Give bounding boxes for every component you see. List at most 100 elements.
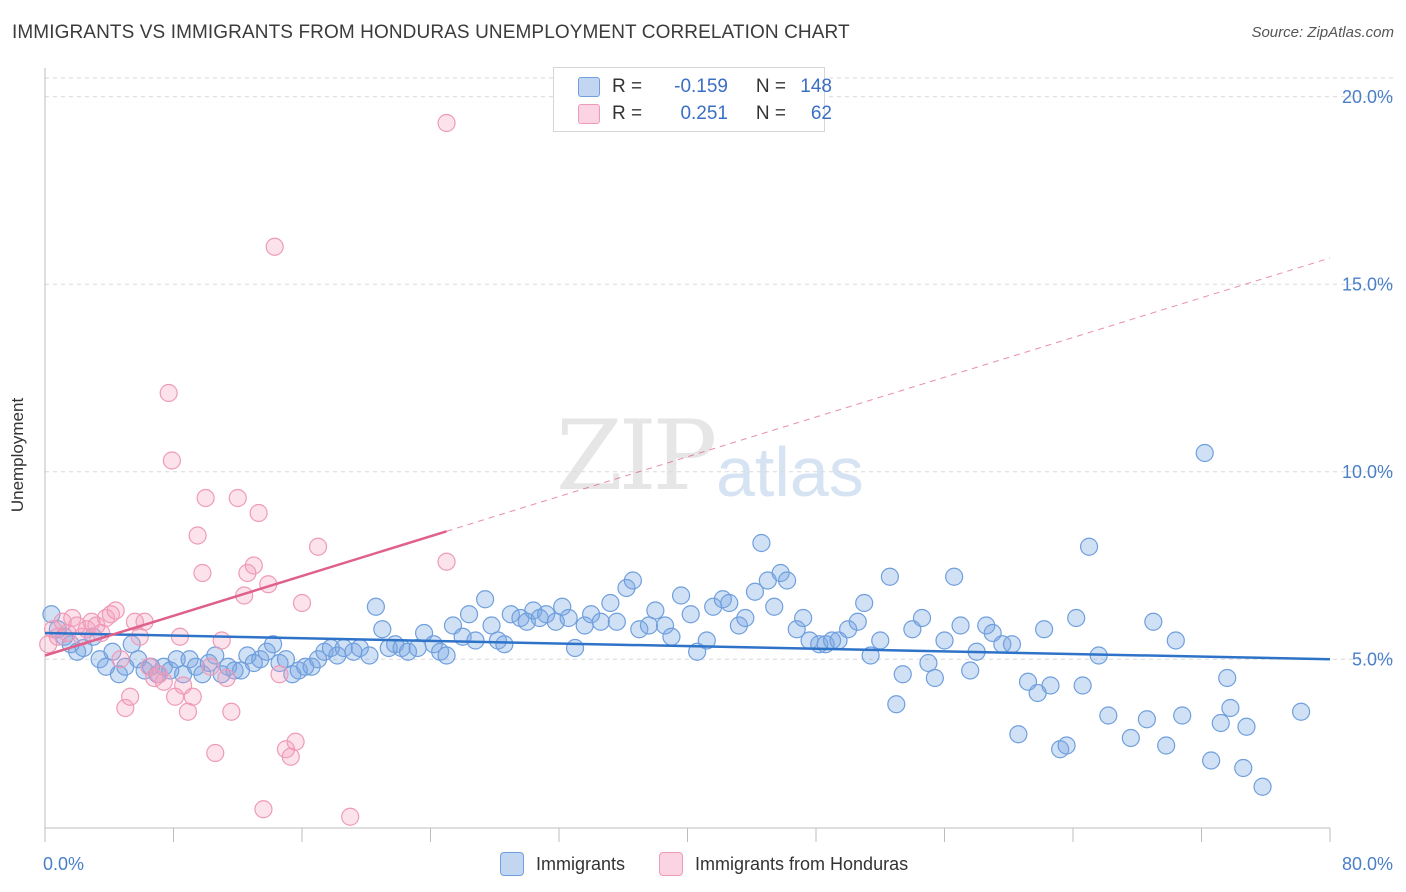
immigrants-point: [617, 578, 636, 598]
honduras-point: [217, 668, 236, 688]
honduras-trend-extension: [446, 257, 1331, 532]
honduras-point: [162, 451, 181, 470]
blue-swatch: [578, 77, 600, 97]
honduras-point: [140, 657, 159, 676]
immigrants-point: [1253, 777, 1272, 796]
honduras-point: [121, 687, 140, 706]
immigrants-point: [553, 597, 572, 616]
immigrants-point: [1291, 702, 1311, 721]
immigrants-point: [623, 571, 642, 590]
immigrants-point: [373, 620, 392, 639]
immigrants-point: [1234, 758, 1253, 778]
honduras-point: [111, 650, 130, 669]
legend-row-immigrants: R = -0.159 N = 148: [578, 74, 832, 100]
legend-row-honduras: R = 0.251 N = 62: [578, 101, 832, 127]
immigrants-point: [787, 620, 806, 639]
immigrants-point: [366, 597, 385, 616]
honduras-point: [437, 552, 456, 571]
immigrants-point: [398, 642, 418, 661]
y-tick-label: 20.0%: [1342, 87, 1393, 107]
honduras-point: [159, 383, 178, 403]
immigrants-point: [437, 646, 456, 665]
honduras-point: [196, 488, 215, 508]
immigrants-point: [1073, 676, 1092, 695]
immigrants-point: [591, 612, 610, 631]
immigrants-point: [765, 597, 784, 616]
honduras-point: [53, 612, 72, 631]
immigrants-point: [308, 650, 328, 669]
immigrants-point: [1067, 608, 1086, 628]
r-label: R =: [612, 76, 643, 97]
legend-label-honduras: Immigrants from Honduras: [695, 853, 909, 874]
immigrants-point: [1218, 668, 1237, 688]
honduras-point: [281, 747, 300, 766]
immigrants-point: [681, 605, 700, 624]
honduras-point: [265, 237, 284, 256]
immigrants-point: [565, 638, 585, 658]
honduras-point: [183, 687, 202, 706]
honduras-point: [222, 702, 241, 721]
y-tick-label: 10.0%: [1342, 462, 1393, 482]
chart-title: IMMIGRANTS VS IMMIGRANTS FROM HONDURAS U…: [12, 22, 850, 43]
immigrants-point: [476, 590, 495, 609]
honduras-point: [286, 732, 305, 751]
immigrants-point: [1002, 635, 1022, 654]
immigrants-point: [925, 668, 944, 688]
immigrants-point: [1173, 706, 1192, 725]
immigrants-point: [276, 650, 296, 669]
immigrants-point: [919, 653, 938, 673]
pink-legend-swatch: [659, 852, 684, 876]
honduras-point: [201, 657, 220, 676]
immigrants-point: [180, 650, 199, 669]
honduras-point: [193, 563, 212, 583]
immigrants-point: [1195, 443, 1214, 463]
blue-legend-swatch: [500, 852, 524, 876]
immigrants-point: [1099, 706, 1118, 725]
honduras-point: [244, 556, 263, 575]
immigrants-trend-line: [44, 631, 1331, 661]
immigrants-point: [639, 616, 659, 635]
immigrants-point: [745, 582, 765, 601]
immigrants-point: [482, 616, 501, 635]
y-tick-label: 15.0%: [1342, 274, 1393, 294]
immigrants-point: [459, 605, 479, 624]
immigrants-point: [251, 650, 270, 669]
immigrants-point: [671, 586, 691, 605]
immigrants-point: [771, 563, 790, 583]
immigrants-point: [537, 605, 556, 624]
honduras-point: [249, 503, 268, 523]
honduras-point: [270, 665, 289, 684]
immigrants-point: [729, 616, 749, 635]
honduras-point: [254, 800, 273, 819]
immigrants-point: [1079, 537, 1099, 556]
honduras-point: [292, 593, 312, 613]
honduras-trend-line: [44, 530, 447, 657]
immigrants-point: [1137, 710, 1156, 729]
immigrants-point: [495, 635, 514, 654]
r-value: 0.251: [680, 103, 728, 124]
immigrants-point: [646, 601, 665, 620]
immigrants-point: [582, 605, 601, 624]
honduras-point: [178, 702, 198, 721]
r-label: R =: [612, 103, 643, 124]
n-label: N =: [755, 103, 786, 124]
immigrants-point: [893, 665, 912, 684]
immigrants-point: [1237, 717, 1256, 736]
n-label: N =: [755, 76, 786, 97]
n-value: 62: [810, 103, 832, 124]
immigrants-point: [607, 612, 626, 631]
immigrants-point: [302, 657, 321, 676]
immigrants-point: [1211, 713, 1230, 733]
immigrants-point: [697, 631, 716, 650]
immigrants-point: [1202, 751, 1221, 770]
immigrants-point: [1034, 620, 1054, 639]
immigrants-point: [912, 608, 932, 628]
immigrants-point: [848, 612, 867, 631]
immigrants-point: [655, 616, 675, 635]
immigrants-point: [1166, 631, 1185, 650]
immigrants-point: [887, 695, 906, 714]
source-label: Source: ZipAtlas.com: [1251, 24, 1394, 41]
immigrants-point: [752, 533, 771, 553]
immigrants-point: [839, 620, 858, 639]
immigrants-point: [935, 631, 954, 650]
